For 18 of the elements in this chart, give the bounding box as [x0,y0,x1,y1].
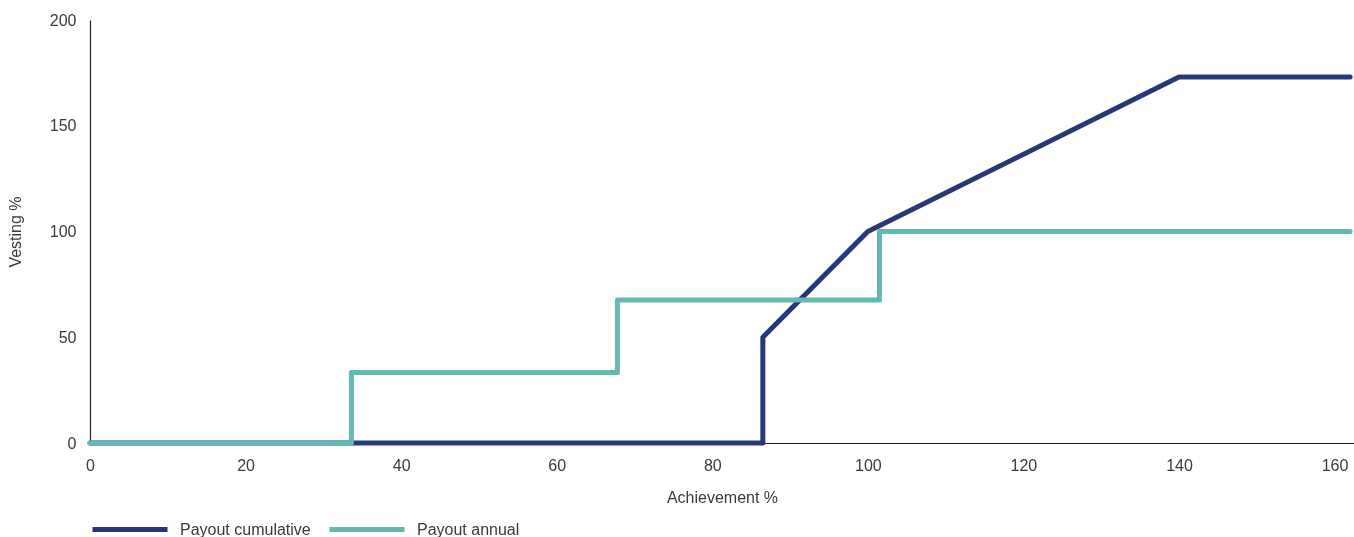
x-tick-label: 40 [392,456,411,474]
y-tick-label: 200 [49,11,77,29]
y-axis-title: Vesting % [6,196,24,268]
x-tick-label: 80 [703,456,722,474]
legend-label: Payout annual [417,520,520,537]
x-tick-label: 60 [548,456,567,474]
y-tick-label: 50 [58,328,77,346]
y-tick-label: 150 [49,117,77,135]
y-tick-label: 0 [67,434,77,452]
legend-label: Payout cumulative [180,520,311,537]
y-tick-label: 100 [49,223,77,240]
x-axis-title: Achievement % [666,488,779,506]
x-tick-label: 160 [1321,456,1349,474]
x-tick-label: 0 [86,456,96,474]
x-tick-label: 100 [854,456,882,474]
x-tick-label: 120 [1010,456,1038,474]
x-tick-label: 140 [1166,456,1193,474]
x-tick-label: 20 [237,456,256,474]
